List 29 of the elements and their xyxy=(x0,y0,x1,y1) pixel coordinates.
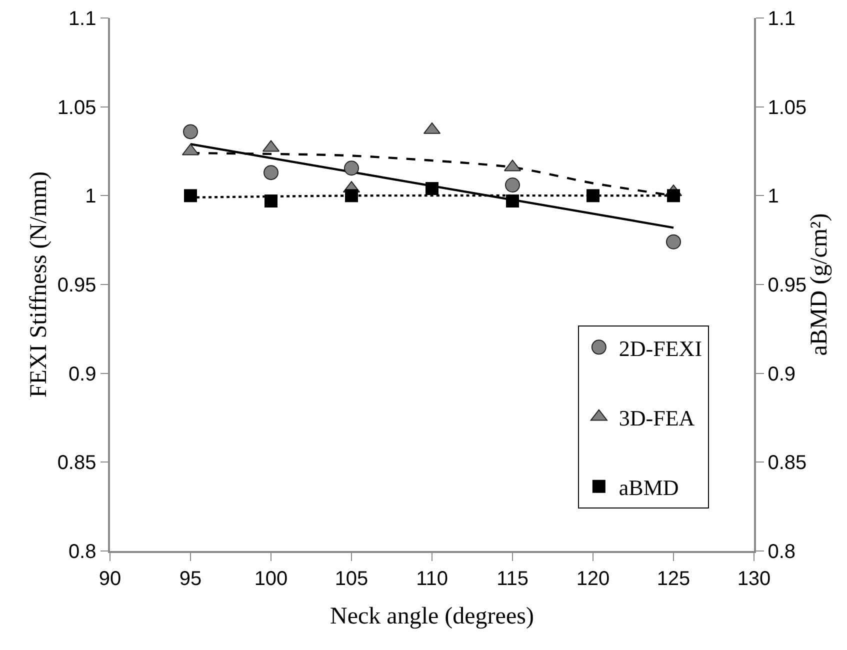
x-tick-label: 115 xyxy=(496,568,528,590)
x-tick-label: 100 xyxy=(254,568,288,590)
y2-tick-label: 1.05 xyxy=(768,96,807,119)
y-tick-label: 0.8 xyxy=(68,541,96,563)
y-tick-label: 0.95 xyxy=(57,274,96,296)
legend-label: 3D-FEA xyxy=(618,405,695,430)
y2-tick-label: 1.1 xyxy=(768,8,796,30)
x-tick-label: 125 xyxy=(656,568,690,590)
y2-axis-title: aBMD (g/cm²) xyxy=(806,213,833,356)
y2-tick-label: 0.95 xyxy=(768,274,807,296)
x-tick-label: 95 xyxy=(179,568,202,590)
x-axis-title: Neck angle (degrees) xyxy=(330,604,534,630)
x-tick-label: 130 xyxy=(737,568,771,590)
x-tick-label: 110 xyxy=(416,568,448,590)
x-tick-label: 120 xyxy=(576,568,610,590)
y-axis-title: FEXI Stiffness (N/mm) xyxy=(26,171,52,398)
x-tick-label: 105 xyxy=(334,568,368,590)
y-tick-label: 0.9 xyxy=(68,363,96,386)
y-tick-label: 0.85 xyxy=(57,452,96,474)
y2-tick-label: 0.85 xyxy=(768,452,807,474)
legend-label: 2D-FEXI xyxy=(618,336,702,361)
y-tick-label: 1.1 xyxy=(68,8,96,30)
y-tick-label: 1 xyxy=(85,186,96,208)
legend-label: aBMD xyxy=(618,474,679,500)
y-tick-label: 1.05 xyxy=(57,96,96,119)
x-tick-label: 90 xyxy=(98,568,122,590)
y2-tick-label: 0.9 xyxy=(768,363,796,386)
y2-tick-label: 1 xyxy=(768,186,779,208)
y2-tick-label: 0.8 xyxy=(768,541,796,563)
